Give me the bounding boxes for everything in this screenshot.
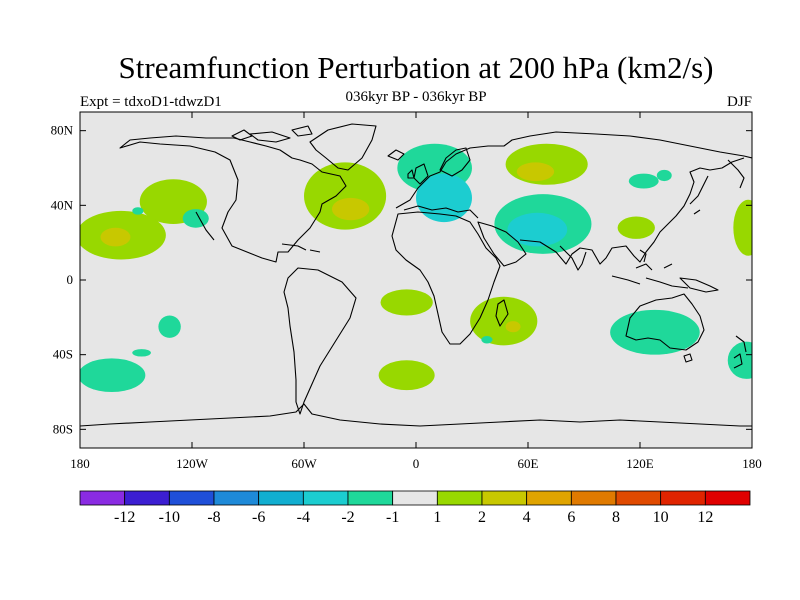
coastline-arctic-islands: [231, 125, 313, 143]
colorbar-box: [79, 490, 126, 506]
colorbar-box: [258, 490, 304, 506]
axis-ticks: 80N 40N 0 40S 80S 180 120W 60W 0 60E 120E 180: [51, 112, 762, 471]
colorbar-box: [436, 490, 483, 506]
coastline-south-america: [283, 267, 357, 415]
colorbar-label: 2: [478, 509, 486, 526]
coastline-kamchatka: [727, 159, 745, 189]
colorbar-label: 6: [567, 509, 575, 526]
coastline-australia: [625, 293, 705, 351]
anomaly-mid-pacific-negative: [182, 209, 209, 228]
anomaly-indian-ocean-positive-core: [505, 321, 521, 333]
lat-tick-label: 40S: [53, 347, 73, 362]
coastline-antarctica: [80, 403, 752, 427]
coastline-caribbean: [281, 243, 321, 253]
coastline-africa: [391, 211, 501, 345]
anomaly-australia-negative: [610, 309, 700, 355]
anomaly-n-pacific-west-negative: [628, 173, 659, 189]
lon-tick-label: 120E: [626, 456, 654, 471]
colorbar-box: [526, 490, 572, 506]
coastline-tasmania: [683, 353, 693, 363]
anomaly-s-atlantic-small-negative: [481, 336, 493, 344]
colorbar-label: 8: [612, 509, 620, 526]
anomaly-pacific-east-small-negative: [132, 207, 144, 215]
coastline-arabia: [477, 221, 527, 267]
colorbar-box: [347, 490, 394, 506]
colorbar-box: [124, 490, 170, 506]
colorbar-label: -12: [114, 509, 135, 526]
colorbar-box: [168, 490, 215, 506]
anomaly-china-positive: [617, 216, 655, 239]
plot-title: Streamfunction Perturbation at 200 hPa (…: [118, 50, 714, 85]
colorbar-box: [570, 490, 617, 506]
anomaly-s-atlantic-south-positive: [378, 360, 435, 391]
anomaly-s-pacific-small2-negative: [132, 349, 151, 357]
coastline-indonesia: [611, 249, 689, 289]
anomaly-greenland-east-negative: [656, 169, 672, 182]
anomaly-s-pacific-west-negative: [80, 358, 146, 392]
experiment-label: Expt = tdxoD1-tdwzD1: [80, 94, 222, 110]
lon-tick-label: 60W: [291, 456, 317, 471]
colorbar: -12 -10 -8 -6 -4 -2 -1 1 2 4 6 8 10 12: [79, 490, 751, 526]
colorbar-box: [704, 490, 751, 506]
colorbar-label: 4: [523, 509, 531, 526]
coastlines: [80, 123, 752, 427]
anomaly-s-pacific-small-negative: [158, 315, 181, 338]
coastline-baja: [195, 211, 215, 241]
anomaly-w-pacific-positive-core: [100, 227, 131, 247]
colorbar-box: [392, 490, 438, 506]
lon-tick-label: 60E: [518, 456, 539, 471]
lat-tick-label: 80N: [51, 123, 74, 138]
lat-tick-label: 40N: [51, 197, 74, 212]
colorbar-label: 1: [433, 509, 441, 526]
coastline-mediterranean: [403, 205, 479, 219]
lon-tick-label: 180: [742, 456, 762, 471]
colorbar-box: [213, 490, 260, 506]
colorbar-box: [660, 490, 706, 506]
colorbar-label: -6: [252, 509, 265, 526]
coastline-iceland: [387, 149, 405, 161]
plot-subtitle: 036kyr BP - 036kyr BP: [345, 89, 487, 105]
colorbar-label: -4: [297, 509, 310, 526]
colorbar-label: -1: [386, 509, 399, 526]
anomaly-nz-negative: [727, 341, 752, 379]
coastline-uk: [407, 163, 429, 185]
season-label: DJF: [726, 94, 752, 110]
coastline-scandinavia: [439, 147, 471, 177]
lon-tick-label: 120W: [176, 456, 209, 471]
lat-tick-label: 0: [67, 272, 74, 287]
colorbar-box: [481, 490, 528, 506]
coastline-india: [559, 245, 587, 271]
colorbar-label: 10: [653, 509, 669, 526]
coastline-japan: [689, 175, 709, 215]
colorbar-box: [615, 490, 662, 506]
colorbar-label: -10: [159, 509, 180, 526]
coastline-asia-south: [519, 157, 745, 265]
lon-tick-label: 180: [70, 456, 90, 471]
coastline-europe: [395, 131, 752, 209]
coastline-new-guinea: [679, 277, 719, 293]
lat-tick-label: 80S: [53, 421, 73, 436]
colorbar-label: 12: [697, 509, 713, 526]
anomaly-siberia-positive-core: [516, 162, 555, 182]
colorbar-label: -8: [207, 509, 220, 526]
colorbar-box: [302, 490, 349, 506]
coastline-madagascar: [495, 299, 509, 327]
coastline-north-america: [119, 135, 347, 263]
anomaly-s-atlantic-positive: [380, 289, 433, 316]
anomaly-asia-negative-core: [507, 212, 568, 247]
anomaly-e-pacific-dateline-positive: [733, 199, 752, 256]
lon-tick-label: 0: [413, 456, 420, 471]
coastline-greenland: [309, 123, 377, 171]
anomaly-n-atlantic-positive-core: [332, 197, 370, 221]
colorbar-label: -2: [341, 509, 354, 526]
coastline-new-zealand: [733, 335, 747, 369]
